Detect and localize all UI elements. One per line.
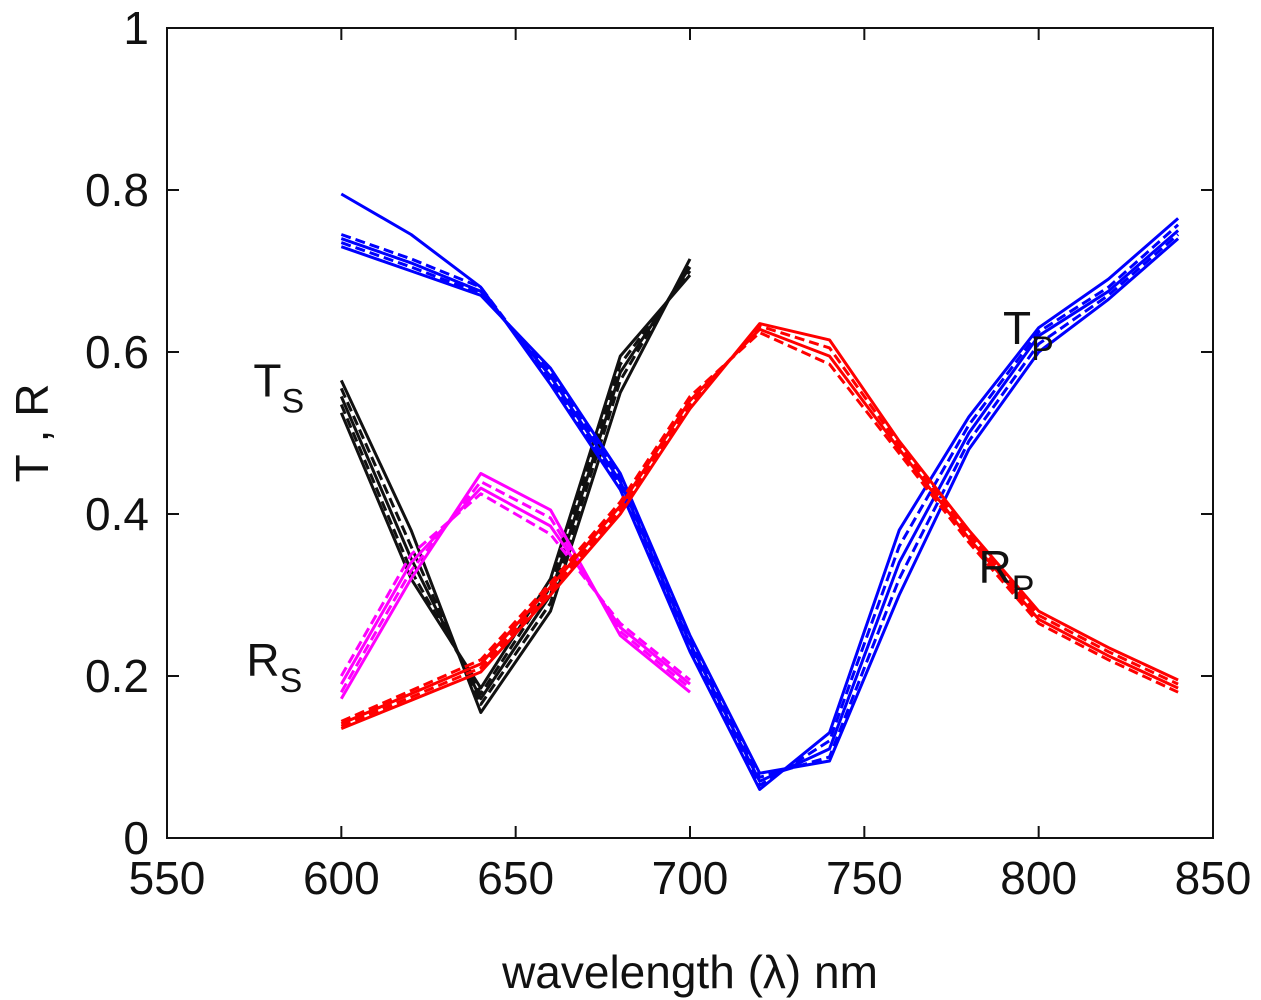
series-line (339, 266, 692, 701)
x-tick-label: 850 (1175, 852, 1252, 904)
series-line (340, 229, 1180, 783)
tick-marks (166, 27, 1214, 839)
series-line (339, 262, 692, 706)
y-tick-label: 0.8 (85, 164, 149, 216)
series-r-s (339, 472, 691, 700)
series-line (340, 472, 691, 700)
series-line (340, 223, 1180, 787)
series-line (340, 324, 1179, 728)
series-line (340, 331, 1179, 723)
plot-frame (166, 27, 1214, 839)
series-line (339, 258, 692, 714)
series-line (339, 486, 691, 686)
series-line (340, 233, 1180, 779)
x-tick-labels: 550 600 650 700 750 800 850 (129, 852, 1252, 904)
rp-label: RP (979, 541, 1035, 607)
x-axis-label: wavelength (λ) nm (501, 946, 878, 998)
y-axis-label: T , R (6, 384, 58, 483)
x-tick-label: 700 (652, 852, 729, 904)
x-tick-label: 650 (477, 852, 554, 904)
series-r-p (340, 322, 1179, 730)
tp-label: TP (1003, 302, 1054, 368)
x-tick-label: 750 (826, 852, 903, 904)
y-tick-label: 0.4 (85, 488, 149, 540)
series-t-s (339, 258, 692, 714)
series-line (339, 492, 691, 682)
series-annotations: TS RS TP RP (246, 302, 1053, 700)
series-line (340, 237, 1180, 775)
series-line (339, 480, 691, 693)
series-line (340, 192, 1180, 791)
x-tick-label: 550 (129, 852, 206, 904)
y-tick-label: 0 (123, 812, 149, 864)
series-line (339, 270, 692, 696)
rs-label: RS (246, 634, 302, 700)
x-tick-label: 800 (1000, 852, 1077, 904)
ts-label: TS (253, 355, 304, 421)
plot-series (339, 192, 1180, 791)
series-t-p (340, 192, 1180, 791)
y-tick-labels: 0 0.2 0.4 0.6 0.8 1 (85, 2, 149, 864)
y-tick-label: 0.6 (85, 326, 149, 378)
y-tick-label: 0.2 (85, 650, 149, 702)
x-tick-label: 600 (303, 852, 380, 904)
y-tick-label: 1 (123, 2, 149, 54)
series-line (340, 327, 1179, 726)
series-line (340, 322, 1179, 730)
